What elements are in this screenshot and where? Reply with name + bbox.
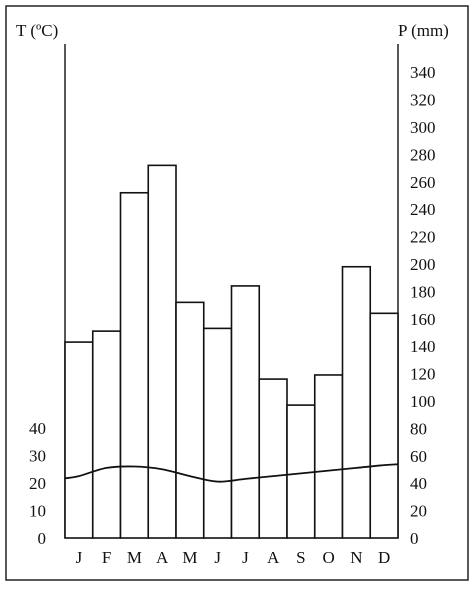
month-label: A xyxy=(156,548,169,567)
month-label: J xyxy=(214,548,221,567)
right-axis-tick-label: 160 xyxy=(410,310,436,329)
left-axis-ticks: 0 10 20 30 40 xyxy=(29,419,46,548)
month-label: M xyxy=(182,548,197,567)
left-axis-tick-label: 0 xyxy=(38,529,47,548)
precipitation-bar xyxy=(91,330,122,539)
right-axis-tick-label: 180 xyxy=(410,282,436,301)
right-axis-tick-label: 280 xyxy=(410,145,436,164)
month-label: O xyxy=(322,548,334,567)
precipitation-bar xyxy=(258,378,288,539)
right-axis-tick-label: 80 xyxy=(410,419,427,438)
precipitation-bar xyxy=(175,301,205,539)
right-axis-tick-label: 100 xyxy=(410,392,436,411)
left-axis-title: T (ºC) xyxy=(16,21,58,40)
left-axis-tick-label: 20 xyxy=(29,474,46,493)
month-label: N xyxy=(350,548,362,567)
precipitation-bar xyxy=(286,404,316,539)
precipitation-bar xyxy=(64,341,94,539)
precipitation-bar xyxy=(119,191,150,539)
right-axis-tick-label: 0 xyxy=(410,529,419,548)
right-axis-tick-label: 120 xyxy=(410,365,436,384)
month-label: J xyxy=(76,548,83,567)
right-axis-ticks: 0 20 40 60 80 100 120 140 160 180 200 220 240 260 280 3… xyxy=(410,63,436,548)
right-axis-tick-label: 200 xyxy=(410,255,436,274)
right-axis-tick-label: 240 xyxy=(410,200,436,219)
precipitation-bar xyxy=(341,265,372,539)
month-label: M xyxy=(127,548,142,567)
precipitation-bar xyxy=(230,285,261,539)
left-axis-tick-label: 40 xyxy=(29,419,46,438)
month-label: F xyxy=(102,548,111,567)
right-axis-tick-label: 260 xyxy=(410,173,436,192)
chart-frame xyxy=(5,5,469,581)
right-axis-tick-label: 220 xyxy=(410,228,436,247)
left-axis-tick-label: 30 xyxy=(29,447,46,466)
right-axis-tick-label: 340 xyxy=(410,63,436,82)
right-axis-title: P (mm) xyxy=(398,21,449,40)
precipitation-bar xyxy=(202,327,233,539)
right-axis-tick-label: 140 xyxy=(410,337,436,356)
precipitation-bar xyxy=(313,374,344,539)
right-axis-tick-label: 320 xyxy=(410,91,436,110)
month-label: J xyxy=(242,548,249,567)
right-axis-tick-label: 60 xyxy=(410,447,427,466)
month-label: S xyxy=(296,548,305,567)
left-axis-tick-label: 10 xyxy=(29,502,46,521)
month-label: A xyxy=(267,548,280,567)
month-label: D xyxy=(378,548,390,567)
right-axis-tick-label: 300 xyxy=(410,118,436,137)
temperature-line xyxy=(64,463,399,483)
right-axis-tick-label: 40 xyxy=(410,474,427,493)
temperature-line-layer xyxy=(64,463,399,483)
precipitation-bar xyxy=(147,164,177,539)
precipitation-bar xyxy=(369,312,399,539)
right-axis-tick-label: 20 xyxy=(410,502,427,521)
precipitation-bars xyxy=(64,164,399,539)
